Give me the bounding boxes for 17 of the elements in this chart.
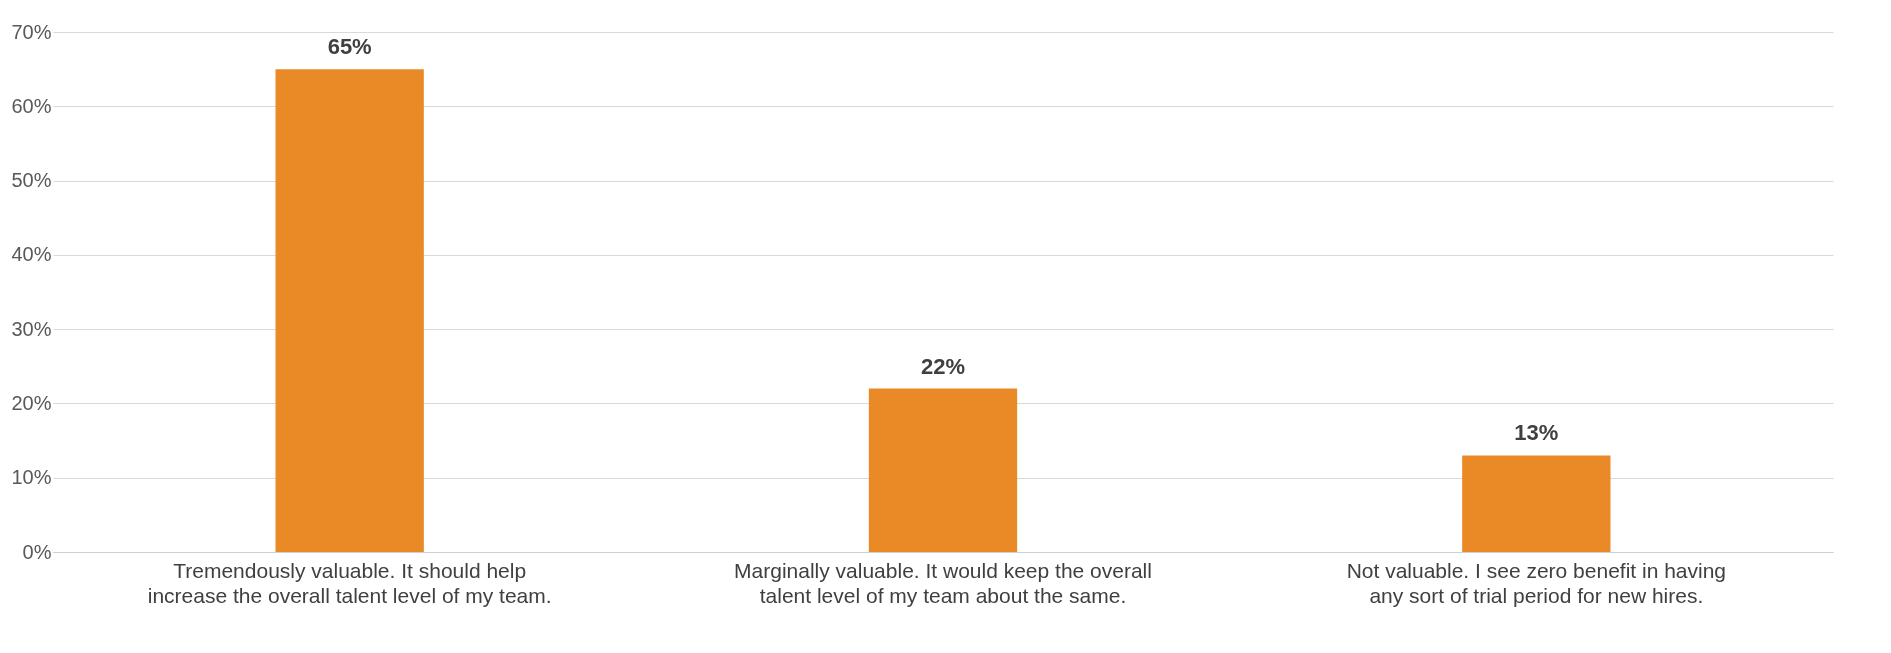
data-label: 65% [327,34,372,60]
data-label: 22% [920,353,966,379]
bar [1462,455,1611,552]
y-tick-label: 20% [11,391,52,414]
data-label: 13% [1514,420,1559,446]
y-tick-label: 10% [11,466,52,489]
y-tick-label: 30% [11,317,52,340]
y-tick-label: 60% [11,94,52,117]
y-tick-label: 40% [11,243,52,266]
bar [275,69,424,552]
y-tick-label: 70% [11,20,52,43]
bar [868,388,1018,552]
x-tick-label: Not valuable. I see zero benefit in having any sort of trial period for new hires. [1346,558,1727,607]
x-tick-label: Marginally valuable. It would keep the overall talent level of my team about the same. [734,558,1152,607]
x-tick-label: Tremendously valuable. It should help increase the overall talent level of my team. [147,558,552,607]
y-tick-label: 0% [22,540,52,563]
y-tick-label: 50% [11,169,52,192]
